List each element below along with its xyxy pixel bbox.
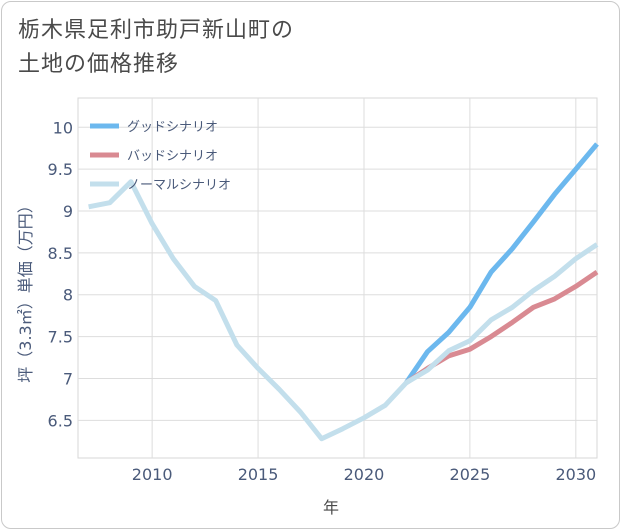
y-tick-label: 6.5 [48,411,73,430]
x-tick-label: 2025 [450,465,491,484]
y-tick-label: 7 [63,369,73,388]
y-axis-label: 坪（3.3㎡）単価（万円） [16,197,35,382]
chart-title-line1: 栃木県足利市助戸新山町の [18,18,295,43]
x-tick-label: 2015 [238,465,279,484]
series-lines [88,142,599,442]
y-tick-label: 9 [63,202,73,221]
x-tick-label: 2020 [344,465,385,484]
chart-title-line2: 土地の価格推移 [18,52,180,77]
legend-label: グッドシナリオ [127,120,218,135]
y-tick-label: 8.5 [48,244,73,263]
x-tick-label: 2010 [132,465,173,484]
y-tick-label: 8 [63,286,73,305]
series-line-3 [88,179,599,442]
x-tick-label: 2030 [555,465,596,484]
x-axis-label: 年 [323,498,339,517]
chart-title: 栃木県足利市助戸新山町の 土地の価格推移 [18,14,294,82]
x-tick-labels: 2010 2015 2020 2025 2030 [132,465,596,484]
y-tick-labels: 6.5 7 7.5 8 8.5 9 9.5 10 [48,118,73,430]
series-line-1 [404,142,599,385]
y-tick-label: 7.5 [48,328,73,347]
y-tick-label: 10 [53,118,73,137]
legend-label: バッドシナリオ [127,149,218,164]
legend-label: ノーマルシナリオ [127,178,231,193]
grid-lines [78,98,597,458]
y-tick-label: 9.5 [48,160,73,179]
plot-area [77,97,598,459]
